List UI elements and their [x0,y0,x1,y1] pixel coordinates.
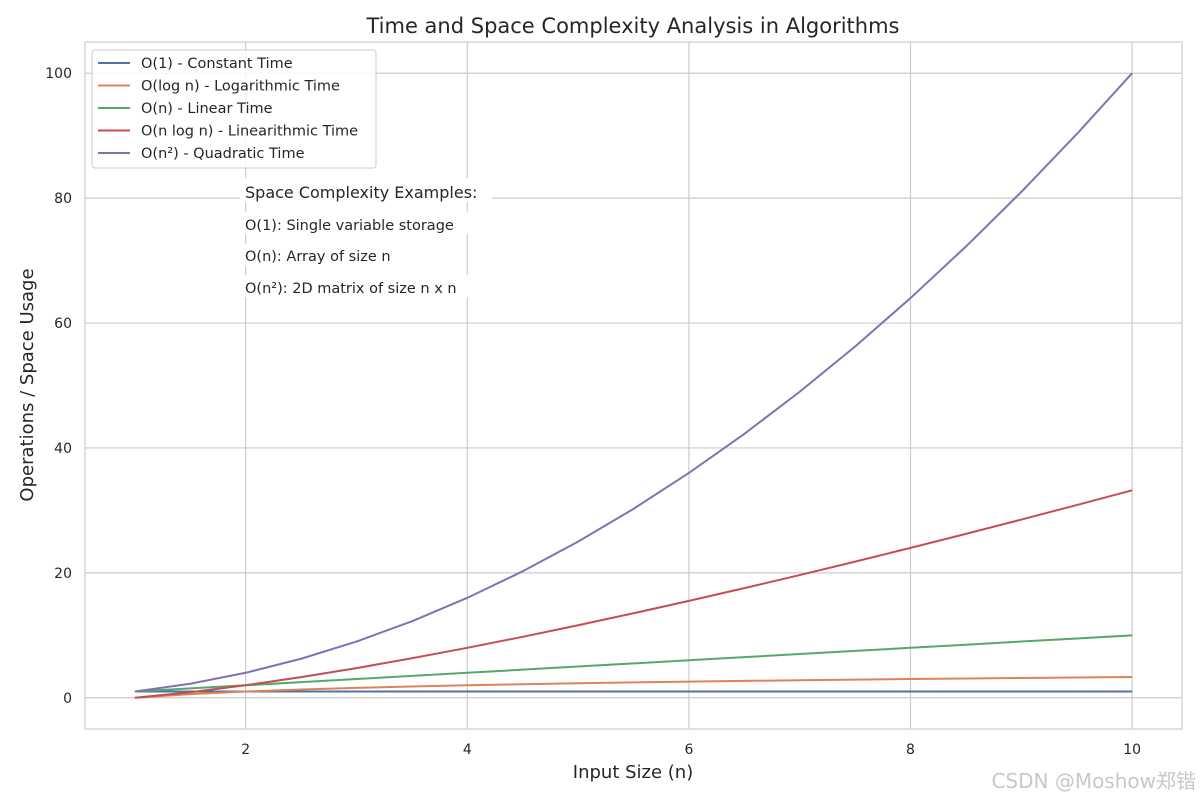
y-tick-labels: 0 20 40 60 80 100 [45,66,72,707]
annotation-line-1: O(1): Single variable storage [245,218,454,234]
x-tick-label: 6 [684,742,693,758]
annotation-line-bg [240,212,468,234]
x-tick-label: 10 [1123,742,1141,758]
series-line-3 [134,489,1133,699]
annotation-heading-bg [240,178,492,202]
series-line-4 [134,72,1133,693]
y-tick-label: 60 [54,316,72,332]
legend: O(1) - Constant Time O(log n) - Logarithm… [91,49,377,169]
watermark: CSDN @Moshow郑锴 [991,769,1196,793]
plot-frame [84,41,1183,730]
series-line-2 [134,634,1133,693]
annotation-line-bg [240,275,470,297]
x-tick-label: 4 [463,742,472,758]
y-tick-label: 20 [54,566,72,582]
annotation-heading: Space Complexity Examples: [245,183,477,202]
annotation-line-2: O(n): Array of size n [245,249,391,265]
legend-label: O(n) - Linear Time [141,101,273,117]
x-tick-label: 2 [241,742,250,758]
x-axis-label: Input Size (n) [573,762,693,783]
space-complexity-annotations: Space Complexity Examples: O(1): Single … [240,178,492,297]
chart-title: Time and Space Complexity Analysis in Al… [365,14,899,38]
y-tick-label: 100 [45,66,72,82]
y-tick-label: 0 [63,691,72,707]
y-tick-label: 80 [54,191,72,207]
annotation-line-bg [240,244,402,266]
legend-box [91,49,377,169]
legend-label: O(n log n) - Linearithmic Time [141,124,358,140]
legend-label: O(1) - Constant Time [141,56,293,72]
annotation-line-3: O(n²): 2D matrix of size n x n [245,281,457,297]
y-tick-label: 40 [54,441,72,457]
legend-label: O(n²) - Quadratic Time [141,146,305,162]
series-lines [134,72,1133,699]
series-line-1 [134,676,1133,699]
x-tick-labels: 2 4 6 8 10 [241,742,1141,758]
y-axis-label: Operations / Space Usage [17,268,38,501]
legend-label: O(log n) - Logarithmic Time [141,79,340,95]
x-tick-label: 8 [906,742,915,758]
